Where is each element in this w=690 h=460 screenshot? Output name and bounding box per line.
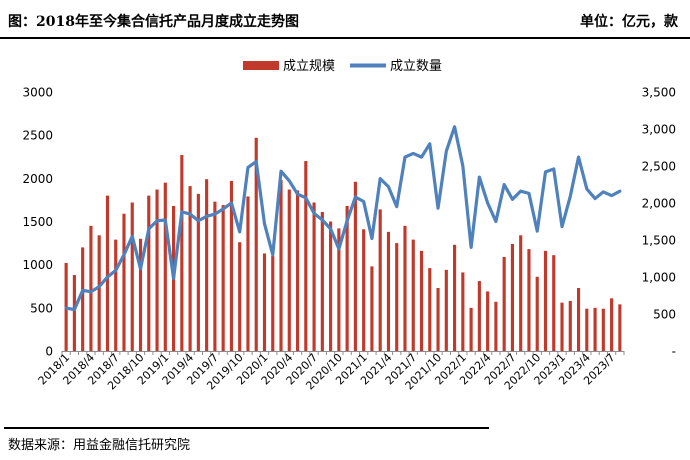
line-series <box>64 125 622 312</box>
bar <box>180 155 184 351</box>
chart-header: 图：2018年至今集合信托产品月度成立走势图 单位：亿元，款 <box>0 0 690 39</box>
bar <box>254 137 258 351</box>
bar <box>97 235 101 351</box>
bar <box>130 202 134 351</box>
right-axis-tick-label: 500 <box>653 308 676 322</box>
left-axis-tick-label: 1500 <box>22 215 53 229</box>
left-axis-tick-label: 1000 <box>22 258 53 272</box>
bar <box>238 242 242 351</box>
bar <box>403 225 407 351</box>
bar <box>122 213 126 351</box>
unit-label: 单位：亿元，款 <box>580 14 678 30</box>
right-axis-tick-label: 1,500 <box>642 234 676 248</box>
bar <box>453 244 457 351</box>
bar <box>527 249 531 351</box>
bar <box>618 304 622 351</box>
bar <box>337 228 341 351</box>
bar <box>444 269 448 351</box>
axes-group <box>61 351 625 355</box>
bar <box>552 255 556 351</box>
bar <box>213 201 217 351</box>
chart-canvas: 成立规模 成立数量 0 500 1000 1500 2000 2500 3000 - 500 1,… <box>22 59 676 392</box>
bar <box>312 202 316 351</box>
right-axis-tick-label: 2,500 <box>642 160 676 174</box>
bar <box>576 287 581 351</box>
left-axis-tick-label: 0 <box>45 345 53 359</box>
bar <box>138 238 143 351</box>
bar <box>295 190 300 351</box>
bar-series <box>64 137 622 351</box>
bar <box>395 243 399 351</box>
bar <box>163 182 167 351</box>
bar <box>486 291 490 351</box>
bar <box>411 239 415 351</box>
bar <box>378 209 382 351</box>
left-axis-tick-label: 2500 <box>22 129 53 143</box>
bar <box>155 189 159 351</box>
legend-swatch-bar <box>243 61 279 70</box>
count-line <box>64 125 622 312</box>
bar <box>510 243 514 351</box>
bar <box>287 189 291 351</box>
bar <box>469 307 473 351</box>
bar <box>72 275 76 351</box>
bar <box>461 272 465 351</box>
bar <box>593 307 597 351</box>
bar <box>304 161 308 351</box>
bar <box>543 250 548 351</box>
bar <box>519 235 523 351</box>
footer-divider <box>4 427 489 429</box>
bar <box>535 276 539 351</box>
legend-label-bar: 成立规模 <box>283 59 335 74</box>
bar <box>81 247 85 351</box>
bar <box>610 298 614 351</box>
left-axis-tick-label: 500 <box>30 301 53 315</box>
bar <box>262 253 267 351</box>
bar <box>353 181 357 351</box>
bar <box>114 239 118 351</box>
left-axis-tick-label: 2000 <box>22 172 53 186</box>
bar <box>502 256 506 351</box>
bar <box>229 180 233 351</box>
bar <box>585 308 589 351</box>
left-axis-tick-label: 3000 <box>22 86 53 100</box>
bar <box>568 300 572 351</box>
bar <box>188 186 192 351</box>
bar <box>271 256 275 351</box>
bar <box>560 302 564 351</box>
bar <box>105 195 110 351</box>
bar <box>329 221 333 351</box>
right-axis-tick-label: - <box>672 345 676 359</box>
header-divider <box>0 37 690 39</box>
bar <box>196 193 200 351</box>
bar <box>601 308 605 351</box>
bar <box>419 250 424 351</box>
bar <box>428 268 432 351</box>
bar <box>477 281 481 351</box>
chart-title: 图：2018年至今集合信托产品月度成立走势图 <box>8 14 299 30</box>
bar <box>205 179 209 351</box>
bar <box>494 301 498 351</box>
right-axis-tick-label: 3,500 <box>642 86 676 100</box>
bar <box>221 205 225 351</box>
bar <box>362 229 366 351</box>
bar <box>370 266 374 351</box>
source-note: 数据来源：用益金融信托研究院 <box>8 438 191 453</box>
chart-legend: 成立规模 成立数量 <box>243 59 442 74</box>
legend-label-line: 成立数量 <box>390 59 442 74</box>
right-axis-tick-label: 2,000 <box>642 197 676 211</box>
bar <box>279 180 283 351</box>
bar <box>320 212 324 351</box>
bar <box>436 287 440 351</box>
bar <box>386 231 391 351</box>
bar <box>89 225 93 351</box>
right-axis-tick-label: 3,000 <box>642 123 676 137</box>
bar <box>345 205 349 351</box>
bar <box>147 195 151 351</box>
bar <box>246 196 250 351</box>
right-axis-tick-label: 1,000 <box>642 271 676 285</box>
